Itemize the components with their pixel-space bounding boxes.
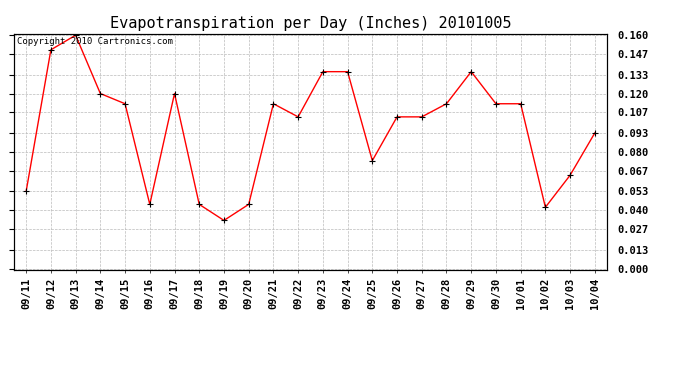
Text: Copyright 2010 Cartronics.com: Copyright 2010 Cartronics.com <box>17 37 172 46</box>
Title: Evapotranspiration per Day (Inches) 20101005: Evapotranspiration per Day (Inches) 2010… <box>110 16 511 31</box>
